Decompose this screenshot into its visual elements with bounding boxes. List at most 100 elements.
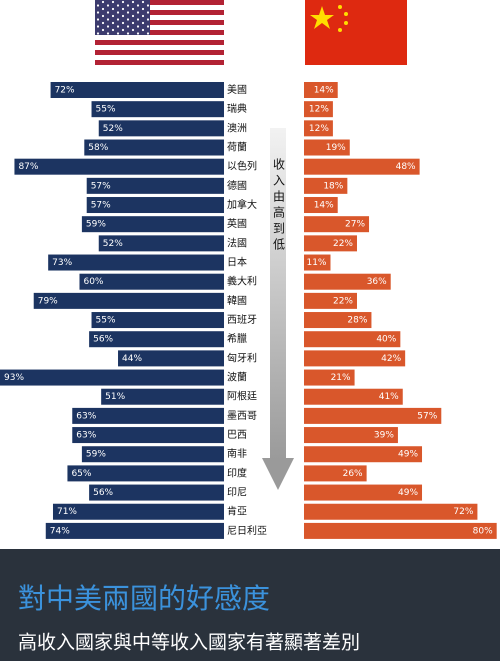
value-label: 22% bbox=[333, 239, 353, 249]
value-label: 58% bbox=[88, 143, 108, 153]
value-label: 71% bbox=[57, 507, 77, 517]
bar bbox=[86, 177, 224, 194]
category-label: 以色列 bbox=[227, 160, 257, 173]
bar bbox=[91, 312, 224, 329]
category-label: 波蘭 bbox=[227, 371, 247, 384]
value-label: 49% bbox=[398, 488, 418, 498]
bar bbox=[304, 331, 401, 348]
value-label: 26% bbox=[343, 469, 363, 479]
value-label: 42% bbox=[381, 354, 401, 364]
us-flag bbox=[95, 0, 224, 65]
value-label: 57% bbox=[91, 181, 111, 191]
value-label: 73% bbox=[52, 258, 72, 268]
bar bbox=[304, 503, 478, 520]
bar bbox=[33, 292, 224, 309]
bar bbox=[304, 139, 350, 156]
bar bbox=[84, 139, 224, 156]
china-flag bbox=[305, 0, 407, 65]
bar bbox=[304, 273, 391, 290]
trend-arrow: 收入由高到低 bbox=[262, 128, 294, 490]
value-label: 59% bbox=[86, 450, 106, 460]
value-label: 72% bbox=[453, 507, 473, 517]
bar bbox=[101, 388, 224, 405]
value-label: 14% bbox=[314, 201, 334, 211]
value-label: 52% bbox=[103, 124, 123, 134]
value-label: 55% bbox=[96, 105, 116, 115]
bar bbox=[81, 446, 224, 463]
value-label: 12% bbox=[309, 124, 329, 134]
bar bbox=[304, 235, 357, 252]
bar bbox=[304, 101, 333, 118]
value-label: 87% bbox=[18, 162, 38, 172]
category-label: 法國 bbox=[227, 236, 247, 249]
value-label: 39% bbox=[374, 431, 394, 441]
bar bbox=[304, 254, 331, 271]
value-label: 11% bbox=[306, 258, 326, 268]
bar bbox=[86, 197, 224, 214]
bar bbox=[304, 158, 420, 175]
value-label: 22% bbox=[333, 296, 353, 306]
value-label: 49% bbox=[398, 450, 418, 460]
bar bbox=[50, 82, 225, 98]
category-label: 義大利 bbox=[227, 275, 257, 288]
value-label: 79% bbox=[38, 296, 58, 306]
category-label: 荷蘭 bbox=[227, 141, 247, 154]
category-label: 墨西哥 bbox=[227, 410, 257, 422]
value-label: 12% bbox=[309, 105, 329, 115]
annotation: 收入由高到低 bbox=[272, 158, 286, 254]
category-label: 印尼 bbox=[227, 487, 247, 499]
bar bbox=[304, 350, 406, 367]
bar bbox=[14, 158, 224, 175]
category-label: 匈牙利 bbox=[227, 351, 257, 364]
bar bbox=[304, 427, 398, 444]
bar bbox=[304, 407, 442, 424]
bar bbox=[72, 407, 225, 424]
value-label: 56% bbox=[93, 488, 113, 498]
bar bbox=[72, 427, 225, 444]
category-label: 日本 bbox=[227, 256, 247, 269]
bar bbox=[89, 484, 224, 501]
value-label: 51% bbox=[105, 392, 125, 402]
category-label: 肯亞 bbox=[227, 505, 247, 518]
value-label: 72% bbox=[55, 86, 75, 96]
category-label: 阿根廷 bbox=[227, 390, 257, 403]
value-label: 57% bbox=[91, 201, 111, 211]
bar bbox=[304, 216, 370, 233]
bar bbox=[98, 120, 224, 137]
category-label: 瑞典 bbox=[227, 102, 247, 115]
value-label: 27% bbox=[345, 220, 365, 230]
bar bbox=[304, 484, 423, 501]
value-label: 93% bbox=[4, 373, 24, 383]
bar bbox=[91, 101, 224, 118]
category-label: 英國 bbox=[227, 217, 247, 230]
value-label: 36% bbox=[367, 277, 387, 287]
bar bbox=[81, 216, 224, 233]
bar bbox=[304, 465, 367, 482]
category-label: 美國 bbox=[227, 83, 247, 96]
footer-panel bbox=[0, 549, 500, 661]
value-label: 57% bbox=[417, 411, 437, 421]
value-label: 56% bbox=[93, 335, 113, 345]
value-label: 41% bbox=[379, 392, 399, 402]
value-label: 63% bbox=[76, 431, 96, 441]
category-label: 西班牙 bbox=[227, 314, 257, 326]
value-label: 63% bbox=[76, 411, 96, 421]
category-label: 澳洲 bbox=[227, 121, 247, 134]
category-label: 巴西 bbox=[227, 429, 247, 441]
value-label: 55% bbox=[96, 316, 116, 326]
bar bbox=[304, 369, 355, 386]
value-label: 74% bbox=[50, 526, 70, 536]
bar bbox=[304, 388, 403, 405]
value-label: 60% bbox=[83, 277, 103, 287]
value-label: 21% bbox=[331, 373, 351, 383]
bar bbox=[89, 331, 224, 348]
value-label: 80% bbox=[473, 526, 493, 536]
value-label: 14% bbox=[314, 86, 334, 96]
chart-title: 對中美兩國的好感度 bbox=[18, 582, 270, 615]
value-label: 52% bbox=[103, 239, 123, 249]
value-label: 19% bbox=[326, 143, 346, 153]
bar bbox=[304, 446, 423, 463]
bar bbox=[67, 465, 224, 482]
value-label: 40% bbox=[376, 335, 396, 345]
